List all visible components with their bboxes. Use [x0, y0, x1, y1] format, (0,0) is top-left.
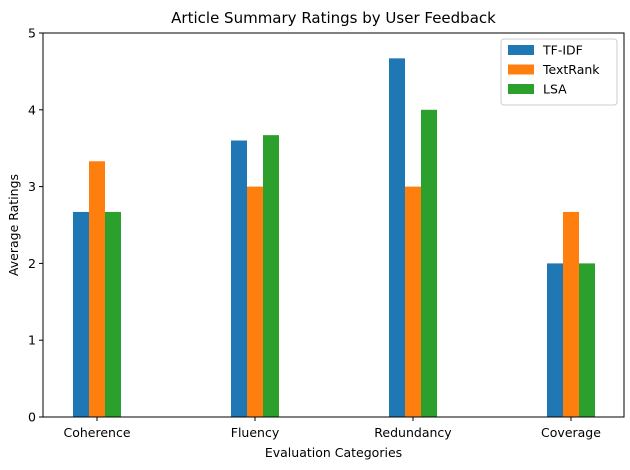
x-tick-label: Coverage — [541, 425, 601, 440]
legend-swatch — [508, 45, 534, 55]
y-tick-label: 5 — [28, 26, 36, 41]
legend-label: TextRank — [542, 62, 600, 77]
bar-textrank-fluency — [247, 186, 263, 417]
y-tick-label: 0 — [28, 410, 36, 425]
bar-tf-idf-coverage — [547, 263, 563, 417]
bar-tf-idf-coherence — [73, 211, 89, 417]
y-axis-label: Average Ratings — [6, 174, 21, 276]
bar-textrank-redundancy — [405, 186, 421, 417]
legend-label: TF-IDF — [542, 43, 583, 58]
bar-textrank-coverage — [563, 211, 579, 417]
x-tick-label: Fluency — [231, 425, 280, 440]
x-axis: Coherence Fluency Redundancy Coverage — [63, 417, 601, 440]
y-tick-label: 4 — [28, 102, 36, 117]
x-tick-label: Redundancy — [374, 425, 452, 440]
chart-title: Article Summary Ratings by User Feedback — [171, 9, 496, 27]
plot-frame — [42, 32, 625, 418]
legend: TF-IDF TextRank LSA — [500, 38, 618, 106]
x-axis-label: Evaluation Categories — [265, 445, 402, 460]
y-tick-label: 1 — [28, 333, 36, 348]
bar-tf-idf-fluency — [231, 140, 247, 417]
y-tick-label: 2 — [28, 256, 36, 271]
x-tick-label: Coherence — [63, 425, 130, 440]
legend-label: LSA — [543, 82, 567, 97]
legend-swatch — [508, 64, 534, 75]
plot-area — [73, 58, 595, 418]
y-tick-label: 3 — [28, 179, 36, 194]
bar-textrank-coherence — [89, 161, 105, 417]
legend-swatch — [508, 84, 534, 94]
bar-lsa-fluency — [263, 135, 279, 417]
bar-lsa-coverage — [579, 263, 595, 417]
bar-lsa-redundancy — [421, 109, 437, 418]
bar-lsa-coherence — [105, 211, 121, 417]
bar-tf-idf-redundancy — [389, 58, 405, 418]
y-axis: 0 1 2 3 4 5 — [28, 26, 43, 425]
